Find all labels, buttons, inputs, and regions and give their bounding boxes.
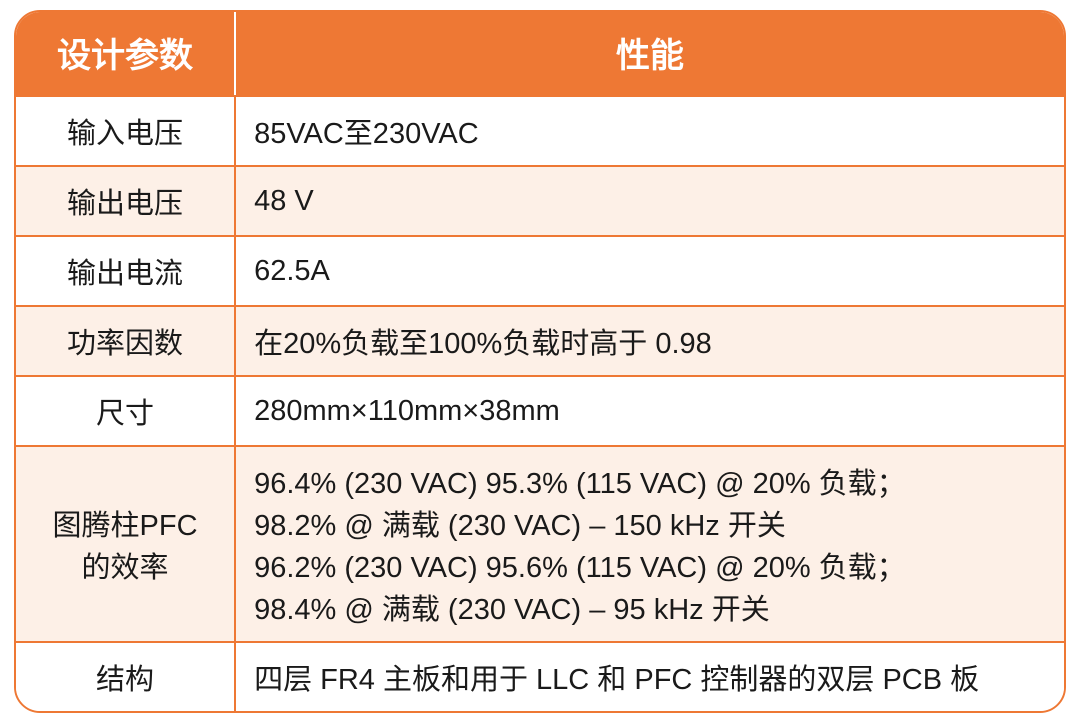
cell-param: 输入电压 <box>16 95 236 165</box>
param-text: 输出电压 <box>34 180 216 222</box>
perf-text: 96.2% (230 VAC) 95.6% (115 VAC) @ 20% 负载… <box>254 544 1046 586</box>
table-header-row: 设计参数 性能 <box>16 12 1064 95</box>
param-text: 结构 <box>34 656 216 698</box>
table-row: 输出电流 62.5A <box>16 235 1064 305</box>
cell-param: 结构 <box>16 641 236 711</box>
perf-text: 98.2% @ 满载 (230 VAC) – 150 kHz 开关 <box>254 502 1046 544</box>
cell-perf: 48 V <box>236 165 1064 235</box>
cell-perf: 62.5A <box>236 235 1064 305</box>
cell-param: 功率因数 <box>16 305 236 375</box>
table-row: 结构四层 FR4 主板和用于 LLC 和 PFC 控制器的双层 PCB 板 <box>16 641 1064 711</box>
param-text: 功率因数 <box>34 320 216 362</box>
table-row: 输入电压 85VAC至230VAC <box>16 95 1064 165</box>
param-text: 输入电压 <box>34 110 216 152</box>
perf-text: 四层 FR4 主板和用于 LLC 和 PFC 控制器的双层 PCB 板 <box>254 656 1046 698</box>
perf-text: 98.4% @ 满载 (230 VAC) – 95 kHz 开关 <box>254 586 1046 628</box>
perf-text: 在20%负载至100%负载时高于 0.98 <box>254 320 1046 362</box>
param-text: 输出电流 <box>34 250 216 292</box>
table-container: 设计参数 性能 输入电压 85VAC至230VAC 输出电压 48 V 输出电流 62.5… <box>0 0 1080 723</box>
header-perf: 性能 <box>236 12 1064 95</box>
header-param: 设计参数 <box>16 12 236 95</box>
table-row: 输出电压 48 V <box>16 165 1064 235</box>
table-row: 尺寸 280mm×110mm×38mm <box>16 375 1064 445</box>
table-row: 功率因数在20%负载至100%负载时高于 0.98 <box>16 305 1064 375</box>
perf-text: 96.4% (230 VAC) 95.3% (115 VAC) @ 20% 负载… <box>254 460 1046 502</box>
param-text: 的效率 <box>34 544 216 586</box>
table-body: 输入电压 85VAC至230VAC 输出电压 48 V 输出电流 62.5A 功率因数在20… <box>16 95 1064 711</box>
perf-text: 62.5A <box>254 255 1046 288</box>
param-text: 图腾柱PFC <box>34 502 216 544</box>
cell-perf: 四层 FR4 主板和用于 LLC 和 PFC 控制器的双层 PCB 板 <box>236 641 1064 711</box>
perf-text: 280mm×110mm×38mm <box>254 395 1046 428</box>
param-text: 尺寸 <box>34 390 216 432</box>
cell-perf: 85VAC至230VAC <box>236 95 1064 165</box>
perf-text: 85VAC至230VAC <box>254 110 1046 152</box>
cell-param: 尺寸 <box>16 375 236 445</box>
cell-param: 输出电压 <box>16 165 236 235</box>
cell-perf: 280mm×110mm×38mm <box>236 375 1064 445</box>
perf-text: 48 V <box>254 185 1046 218</box>
cell-perf: 在20%负载至100%负载时高于 0.98 <box>236 305 1064 375</box>
spec-table: 设计参数 性能 输入电压 85VAC至230VAC 输出电压 48 V 输出电流 62.5… <box>14 10 1066 713</box>
cell-param: 输出电流 <box>16 235 236 305</box>
